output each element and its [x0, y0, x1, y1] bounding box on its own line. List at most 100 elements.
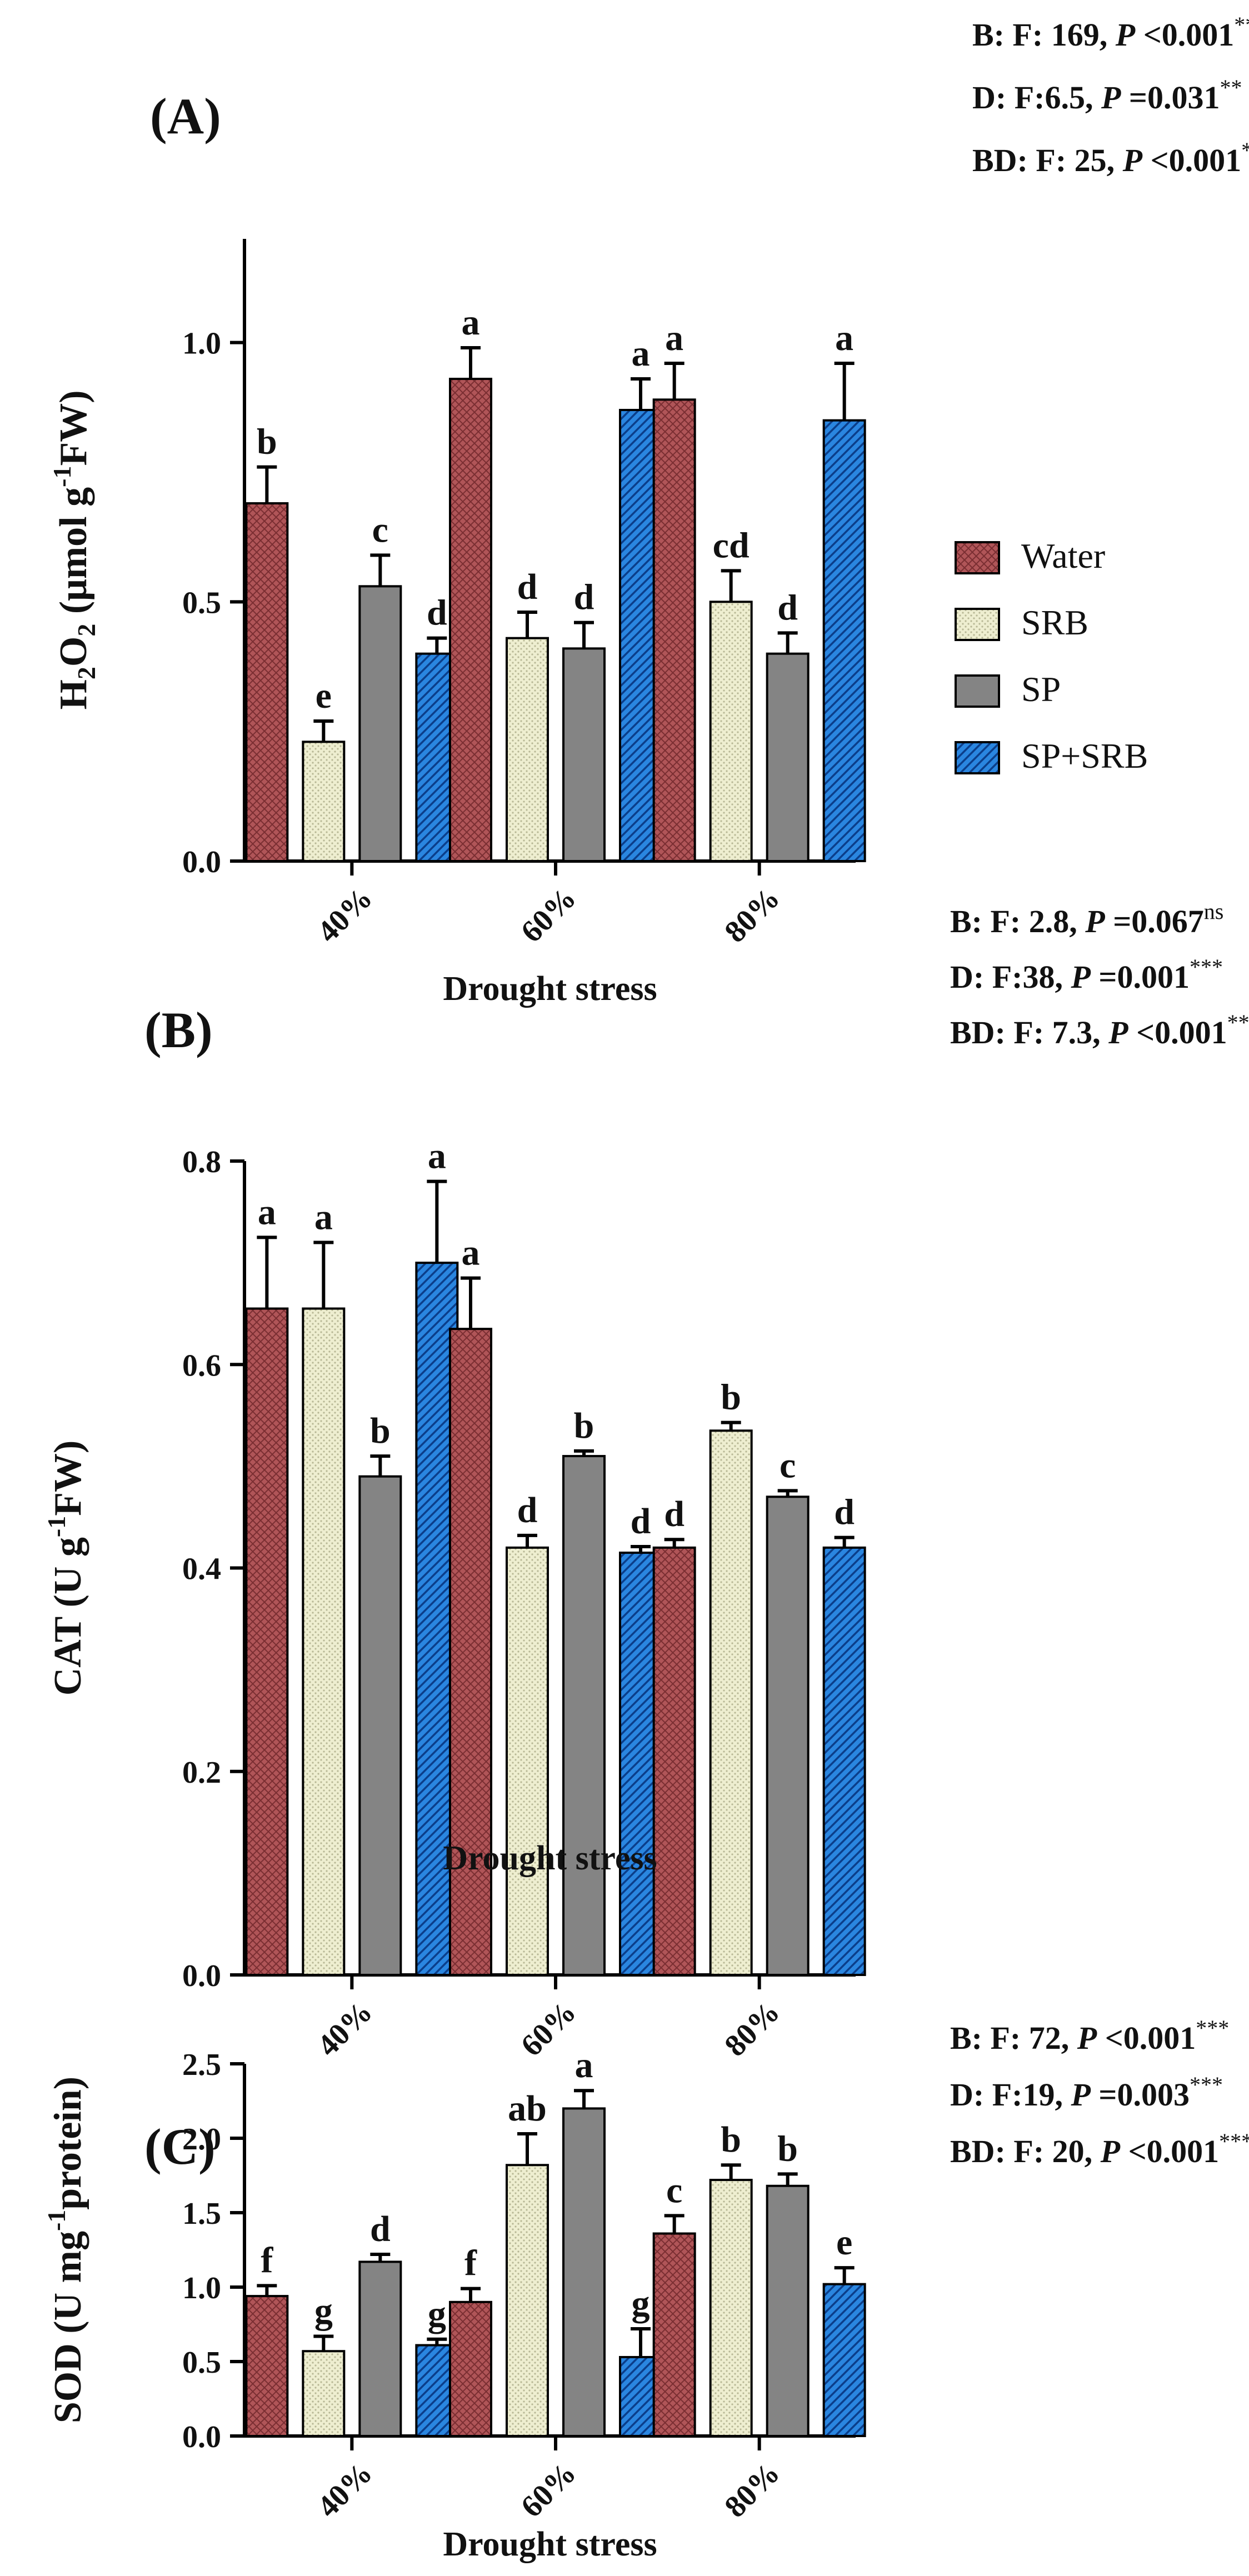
significance-letter: a [314, 1197, 333, 1238]
stats-significance: *** [1196, 2015, 1229, 2040]
stats-p: P [1077, 2020, 1097, 2056]
stats-significance: *** [1227, 1010, 1249, 1035]
bar [506, 1546, 549, 1976]
bar [506, 637, 549, 862]
stats-line: D: F:38, P =0.001*** [950, 954, 1223, 995]
significance-letter: g [428, 2294, 446, 2334]
panel-title: (C) [144, 2118, 216, 2175]
significance-letter: d [370, 2209, 391, 2249]
y-tick-label: 1.0 [182, 327, 221, 361]
y-label-sub: 2 [72, 667, 101, 679]
stats-value: <0.001 [1135, 17, 1234, 53]
bar [358, 2260, 402, 2437]
bar [245, 2295, 289, 2438]
stats-significance: *** [1219, 2129, 1249, 2154]
legend-label: SP+SRB [1021, 736, 1148, 776]
stats-p: P [1101, 79, 1121, 116]
y-label-part: O [52, 637, 95, 667]
stats-significance: *** [1241, 138, 1249, 163]
x-tick-label: 40% [311, 1995, 379, 2063]
y-tick-label: 2.0 [182, 2122, 221, 2157]
bar [302, 1307, 346, 1976]
bar [449, 2300, 492, 2437]
significance-letter: d [834, 1492, 855, 1533]
stats-lead: BD: F: 7.3, [950, 1014, 1108, 1051]
bar [709, 601, 753, 863]
bar [562, 647, 606, 863]
y-label-unit: (μmol g [52, 487, 95, 624]
significance-letter: a [665, 318, 683, 358]
significance-letter: b [721, 2119, 741, 2160]
significance-letter: d [517, 567, 538, 607]
y-tick-label: 0.4 [182, 1552, 221, 1587]
legend: Water SRB SP SP+SRB [955, 536, 1148, 776]
bar [822, 419, 866, 862]
y-tick-label: 2.5 [182, 2048, 221, 2082]
significance-letter: a [462, 1233, 480, 1273]
y-label-part: H [52, 679, 95, 709]
x-tick-label: 60% [514, 2456, 583, 2524]
significance-letter: cd [713, 525, 750, 566]
significance-letter: ab [508, 2088, 547, 2129]
stats-lead: D: F:19, [950, 2077, 1071, 2113]
stats-line: D: F:19, P =0.003*** [950, 2072, 1223, 2113]
significance-letter: f [464, 2243, 477, 2284]
x-tick-label: 80% [718, 881, 786, 949]
stats-value: =0.003 [1091, 2077, 1190, 2113]
bar [245, 1307, 289, 1976]
significance-letter: a [462, 302, 480, 343]
bar [822, 1546, 866, 1976]
significance-letter: c [780, 1445, 796, 1485]
legend-swatch [955, 541, 1000, 574]
panels-layer: (A)B: F: 169, P <0.001***D: F:6.5, P =0.… [42, 12, 1249, 2563]
bar [766, 1495, 810, 1976]
significance-letter: e [836, 2222, 852, 2263]
bar [652, 2232, 696, 2438]
significance-letter: b [257, 422, 277, 462]
x-tick-label: 80% [718, 2456, 786, 2524]
x-axis-label: Drought stress [443, 2525, 657, 2563]
y-label-end: FW) [52, 390, 95, 466]
significance-letter: g [632, 2283, 650, 2324]
x-tick-label: 80% [718, 1995, 786, 2063]
legend-swatch [955, 741, 1000, 774]
stats-value: <0.001 [1128, 1014, 1227, 1051]
y-tick-label: 0.0 [182, 1959, 221, 1993]
panel-2: (B) B: F: 2.8, P =0.067ns D: F:38, P =0.00… [42, 899, 1249, 2063]
bar [358, 1475, 402, 1976]
y-label-end: FW) [47, 1440, 89, 1516]
bar [822, 2283, 866, 2438]
y-label-sup: -1 [48, 466, 76, 487]
significance-letter: a [632, 333, 650, 374]
panel-1: (A)B: F: 169, P <0.001***D: F:6.5, P =0.… [48, 12, 1249, 1008]
significance-letter: b [721, 1377, 741, 1418]
bar [562, 1455, 606, 1976]
y-tick-label: 0.5 [182, 586, 221, 620]
x-axis-label: Drought stress [443, 970, 657, 1008]
x-axis-label: Drought stress [443, 1839, 657, 1877]
bar [302, 741, 346, 863]
bar [449, 1328, 492, 1976]
y-tick-label: 0.5 [182, 2345, 221, 2380]
x-tick-label: 60% [514, 1995, 583, 2063]
significance-letter: f [261, 2240, 273, 2280]
stats-value: <0.001 [1142, 142, 1241, 178]
y-tick-label: 0.8 [182, 1145, 221, 1179]
y-axis-label: H2O2 (μmol g-1FW) [48, 390, 101, 709]
bar [302, 2350, 346, 2438]
stats-significance: *** [1190, 954, 1223, 979]
stats-p: P [1115, 17, 1136, 53]
significance-letter: a [575, 2045, 593, 2085]
y-axis-label: CAT (U g-1FW) [42, 1440, 89, 1696]
bar [766, 2184, 810, 2437]
legend-label: SRB [1021, 603, 1088, 642]
bar [245, 502, 289, 862]
stats-p: P [1108, 1014, 1128, 1051]
y-tick-label: 0.2 [182, 1755, 221, 1790]
stats-lead: B: F: 169, [972, 17, 1116, 53]
legend-label: SP [1021, 669, 1061, 709]
stats-value: =0.067 [1105, 903, 1204, 939]
y-tick-label: 0.0 [182, 845, 221, 879]
stats-line: D: F:6.5, P =0.031** [972, 75, 1242, 116]
stats-p: P [1070, 959, 1091, 995]
